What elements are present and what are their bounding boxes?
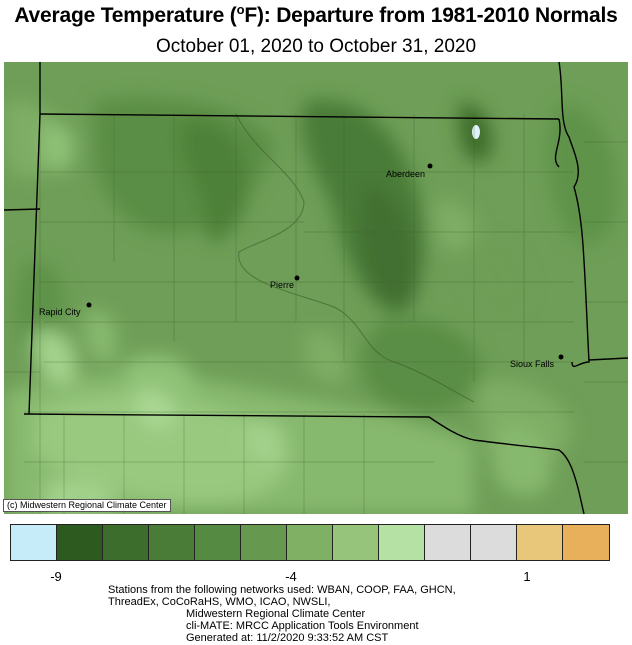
legend-swatch — [379, 525, 425, 560]
svg-text:Sioux Falls: Sioux Falls — [510, 359, 555, 369]
legend-swatch — [471, 525, 517, 560]
legend-swatch — [11, 525, 57, 560]
legend-swatch — [425, 525, 471, 560]
city-pierre: Pierre — [270, 275, 300, 290]
legend-swatch — [103, 525, 149, 560]
footer-line: ThreadEx, CoCoRaHS, WMO, ICAO, NWSLI, — [108, 596, 331, 608]
copyright-credit: (c) Midwestern Regional Climate Center — [3, 499, 171, 512]
legend-tick-label: -9 — [50, 569, 62, 584]
legend-swatch — [333, 525, 379, 560]
legend-swatch — [149, 525, 195, 560]
legend-swatch — [195, 525, 241, 560]
svg-text:Rapid City: Rapid City — [39, 307, 81, 317]
contour-fields — [4, 98, 617, 514]
legend-swatch — [287, 525, 333, 560]
legend-swatch — [57, 525, 103, 560]
legend-swatch — [241, 525, 287, 560]
city-aberdeen: Aberdeen — [386, 163, 433, 179]
missouri-river — [235, 113, 475, 403]
footer-line: cli-MATE: MRCC Application Tools Environ… — [186, 620, 419, 632]
county-boundaries — [4, 114, 628, 514]
legend-tick-label: 1 — [523, 569, 531, 584]
data-sources-footer: Stations from the following networks use… — [108, 584, 456, 644]
map-title: Average Temperature (oF): Departure from… — [14, 2, 618, 27]
state-boundaries — [4, 62, 628, 514]
color-legend — [10, 524, 610, 561]
footer-line: Midwestern Regional Climate Center — [186, 608, 366, 620]
svg-text:Aberdeen: Aberdeen — [386, 169, 425, 179]
legend-swatch — [563, 525, 609, 560]
light-spot-marker — [472, 125, 480, 139]
svg-text:Pierre: Pierre — [270, 280, 294, 290]
city-sioux-falls: Sioux Falls — [510, 354, 564, 369]
footer-line: Stations from the following networks use… — [108, 584, 456, 596]
temperature-departure-map: Aberdeen Pierre Rapid City Sioux Falls — [4, 62, 628, 514]
date-range-subtitle: October 01, 2020 to October 31, 2020 — [155, 36, 477, 57]
footer-line: Generated at: 11/2/2020 9:33:52 AM CST — [186, 632, 389, 644]
legend-swatch — [517, 525, 563, 560]
legend-tick-label: -4 — [285, 569, 297, 584]
city-markers: Aberdeen Pierre Rapid City Sioux Falls — [39, 163, 564, 369]
city-rapid-city: Rapid City — [39, 302, 92, 317]
